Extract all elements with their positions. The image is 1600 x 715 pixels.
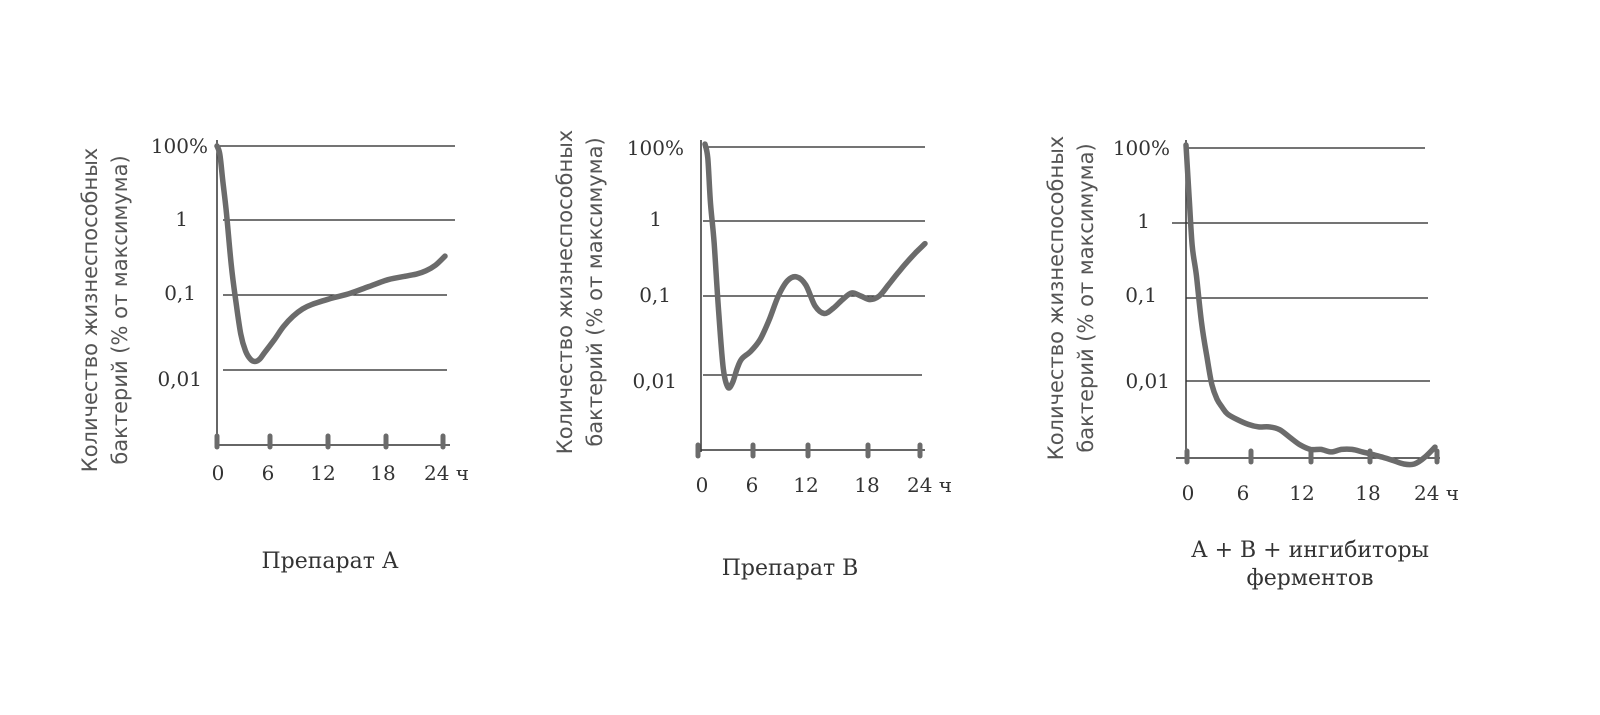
chart-panel-b: Количество жизнеспособных бактерий (% от… <box>540 0 1060 715</box>
y-axis-label-line1: Количество жизнеспособных <box>78 148 102 472</box>
y-tick-label-0-1: 0,1 <box>639 283 671 307</box>
x-tick-label-12: 12 <box>1289 481 1314 505</box>
chart-title: Препарат В <box>721 556 859 581</box>
chart-a-svg: Количество жизнеспособных бактерий (% от… <box>78 134 469 485</box>
y-tick-label-0-01: 0,01 <box>632 369 677 393</box>
chart-title: А + В + ингибиторы ферментов <box>1190 538 1430 591</box>
y-tick-label-100: 100% <box>1113 136 1170 160</box>
y-tick-label-1: 1 <box>1137 209 1150 233</box>
chart-c-svg: Количество жизнеспособных бактерий (% от… <box>1044 136 1459 505</box>
chart-title: Препарат А <box>261 549 399 574</box>
series-line-0 <box>214 143 448 365</box>
y-tick-label-0-01: 0,01 <box>157 367 202 391</box>
x-tick-label-24: 24 ч <box>907 473 952 497</box>
y-tick-label-0-1: 0,1 <box>164 281 196 305</box>
y-tick-label-100: 100% <box>151 134 208 158</box>
x-tick-label-24: 24 ч <box>1414 481 1459 505</box>
x-tick-label-0: 0 <box>696 473 709 497</box>
x-tick-label-18: 18 <box>1355 481 1380 505</box>
x-tick-label-0: 0 <box>1182 481 1195 505</box>
y-axis-label-line2: бактерий (% от максимума) <box>108 155 132 464</box>
x-tick-label-12: 12 <box>310 461 335 485</box>
y-axis-label-line1: Количество жизнеспособных <box>553 130 577 454</box>
y-axis-label-line1: Количество жизнеспособных <box>1044 136 1068 460</box>
x-tick-label-6: 6 <box>262 461 275 485</box>
y-tick-label-100: 100% <box>627 136 684 160</box>
chart-panel-c: Количество жизнеспособных бактерий (% от… <box>1040 0 1560 715</box>
y-axis-label-line2: бактерий (% от максимума) <box>1074 143 1098 452</box>
x-tick-label-6: 6 <box>746 473 759 497</box>
chart-b-svg: Количество жизнеспособных бактерий (% от… <box>553 130 952 497</box>
x-tick-label-6: 6 <box>1237 481 1250 505</box>
series-line-0 <box>1183 142 1438 468</box>
series-line-0 <box>702 141 928 391</box>
x-tick-label-0: 0 <box>212 461 225 485</box>
chart-panel-a: Количество жизнеспособных бактерий (% от… <box>60 0 580 715</box>
x-tick-label-18: 18 <box>370 461 395 485</box>
x-tick-label-24: 24 ч <box>424 461 469 485</box>
x-tick-label-18: 18 <box>854 473 879 497</box>
y-tick-label-1: 1 <box>649 207 662 231</box>
y-tick-label-0-01: 0,01 <box>1125 369 1170 393</box>
y-axis-label-line2: бактерий (% от максимума) <box>583 137 607 446</box>
x-tick-label-12: 12 <box>793 473 818 497</box>
y-tick-label-0-1: 0,1 <box>1125 283 1157 307</box>
y-tick-label-1: 1 <box>175 207 188 231</box>
